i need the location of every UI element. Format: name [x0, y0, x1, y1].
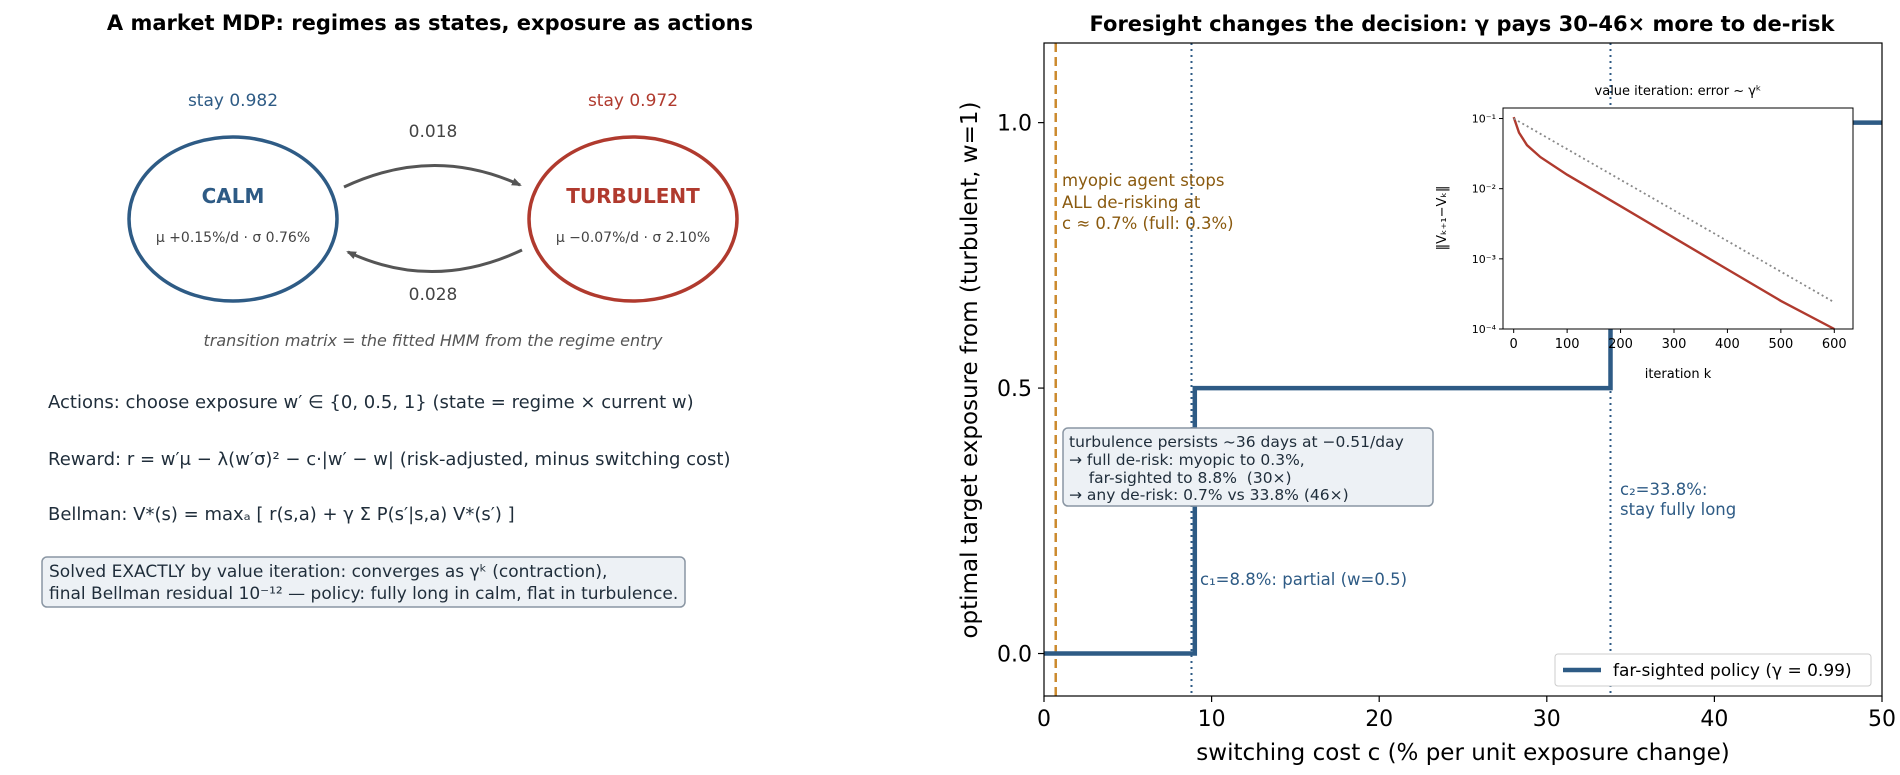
- turbulent-state-node: [527, 135, 739, 303]
- x-tick-label: 20: [1365, 707, 1393, 732]
- inset-x-tick-label: 0: [1510, 337, 1518, 352]
- calm-state-stats: μ +0.15%/d · σ 0.76%: [156, 230, 310, 246]
- calm-state-node: [127, 135, 339, 303]
- residual-curve: [1512, 116, 1835, 331]
- inset-x-tick-label: 600: [1822, 337, 1847, 352]
- legend-box: [1554, 653, 1872, 687]
- myopic-annotation-line2: ALL de-risking at: [1062, 193, 1201, 212]
- x-tick-label: 40: [1700, 707, 1728, 732]
- inset-x-tick-label: 300: [1662, 337, 1687, 352]
- inset-y-tick-label: 10⁻²: [1472, 183, 1496, 196]
- persistence-note-line2: → full de-risk: myopic to 0.3%,: [1069, 451, 1305, 469]
- legend-label: far-sighted policy (γ = 0.99): [1613, 661, 1852, 681]
- inset-background: [1503, 108, 1853, 329]
- transition-arrow-calm-to-turbulent: [343, 164, 522, 189]
- inset-x-tick-label: 400: [1715, 337, 1740, 352]
- c2-annotation-line2: stay fully long: [1620, 500, 1736, 519]
- persistence-note-box: [1062, 427, 1434, 507]
- inset-chart: value iteration: error ~ γᵏ 0 100 200 300 40…: [1435, 84, 1854, 382]
- inset-y-tick-label: 10⁻¹: [1472, 113, 1496, 126]
- actions-text: Actions: choose exposure w′ ∈ {0, 0.5, 1…: [48, 392, 694, 413]
- calm-state-label: CALM: [202, 184, 265, 208]
- y-tick-label: 1.0: [997, 112, 1032, 137]
- persistence-note-line1: turbulence persists ~36 days at −0.51/da…: [1069, 433, 1404, 451]
- turbulent-state-label: TURBULENT: [566, 184, 700, 208]
- solution-note-line2: final Bellman residual 10⁻¹² — policy: f…: [49, 584, 678, 604]
- inset-x-tick-label: 200: [1608, 337, 1633, 352]
- y-tick-label: 0.0: [997, 643, 1032, 668]
- transition-arrow-turbulent-to-calm: [346, 248, 523, 273]
- myopic-annotation: myopic agent stops ALL de-risking at c ≈…: [1062, 171, 1234, 233]
- transition-prob-turbulent-to-calm: 0.028: [409, 285, 458, 305]
- myopic-annotation-line1: myopic agent stops: [1062, 171, 1224, 190]
- diagram-title: A market MDP: regimes as states, exposur…: [107, 11, 753, 35]
- main-chart: Foresight changes the decision: γ pays 3…: [957, 12, 1896, 766]
- persistence-note: turbulence persists ~36 days at −0.51/da…: [1069, 433, 1409, 504]
- persistence-note-line4: → any de-risk: 0.7% vs 33.8% (46×): [1069, 486, 1349, 504]
- turbulent-stay-prob: stay 0.972: [588, 91, 678, 111]
- chart-title: Foresight changes the decision: γ pays 3…: [1090, 12, 1836, 36]
- c1-annotation: c₁=8.8%: partial (w=0.5): [1200, 570, 1407, 589]
- inset-title: value iteration: error ~ γᵏ: [1595, 84, 1762, 99]
- legend: far-sighted policy (γ = 0.99): [1554, 653, 1872, 687]
- c2-annotation-line1: c₂=33.8%:: [1620, 480, 1708, 499]
- reward-text: Reward: r = w′μ − λ(w′σ)² − c·|w′ − w| (…: [48, 449, 731, 470]
- solution-note-box: [41, 556, 686, 608]
- x-tick-label: 50: [1868, 707, 1896, 732]
- x-tick-label: 30: [1533, 707, 1561, 732]
- persistence-note-line3: far-sighted to 8.8% (30×): [1069, 469, 1292, 487]
- transition-caption: transition matrix = the fitted HMM from …: [204, 331, 663, 350]
- c2-annotation: c₂=33.8%: stay fully long: [1620, 480, 1736, 519]
- bellman-text: Bellman: V*(s) = maxₐ [ r(s,a) + γ Σ P(s…: [48, 504, 515, 525]
- inset-y-tick-label: 10⁻³: [1472, 253, 1496, 266]
- inset-x-tick-label: 100: [1555, 337, 1580, 352]
- plot-frame: [1043, 42, 1883, 697]
- gamma-k-reference-line: [1513, 117, 1835, 304]
- solution-note-line1: Solved EXACTLY by value iteration: conve…: [49, 562, 607, 582]
- inset-x-axis-label: iteration k: [1645, 367, 1712, 382]
- y-tick-label: 0.5: [997, 377, 1032, 402]
- inset-x-tick-label: 500: [1768, 337, 1793, 352]
- calm-stay-prob: stay 0.982: [188, 91, 278, 111]
- mdp-diagram-panel: A market MDP: regimes as states, exposur…: [41, 11, 753, 608]
- x-tick-label: 10: [1198, 707, 1226, 732]
- x-axis-label: switching cost c (% per unit exposure ch…: [1196, 740, 1729, 766]
- x-tick-label: 0: [1037, 707, 1051, 732]
- inset-y-axis-label: ‖Vₖ₊₁−Vₖ‖: [1435, 186, 1450, 251]
- turbulent-state-stats: μ −0.07%/d · σ 2.10%: [556, 230, 710, 246]
- inset-frame: [1502, 107, 1854, 330]
- inset-y-tick-label: 10⁻⁴: [1472, 323, 1497, 336]
- myopic-annotation-line3: c ≈ 0.7% (full: 0.3%): [1062, 214, 1234, 233]
- y-axis-label: optimal target exposure from (turbulent,…: [957, 101, 983, 638]
- transition-prob-calm-to-turbulent: 0.018: [409, 122, 458, 142]
